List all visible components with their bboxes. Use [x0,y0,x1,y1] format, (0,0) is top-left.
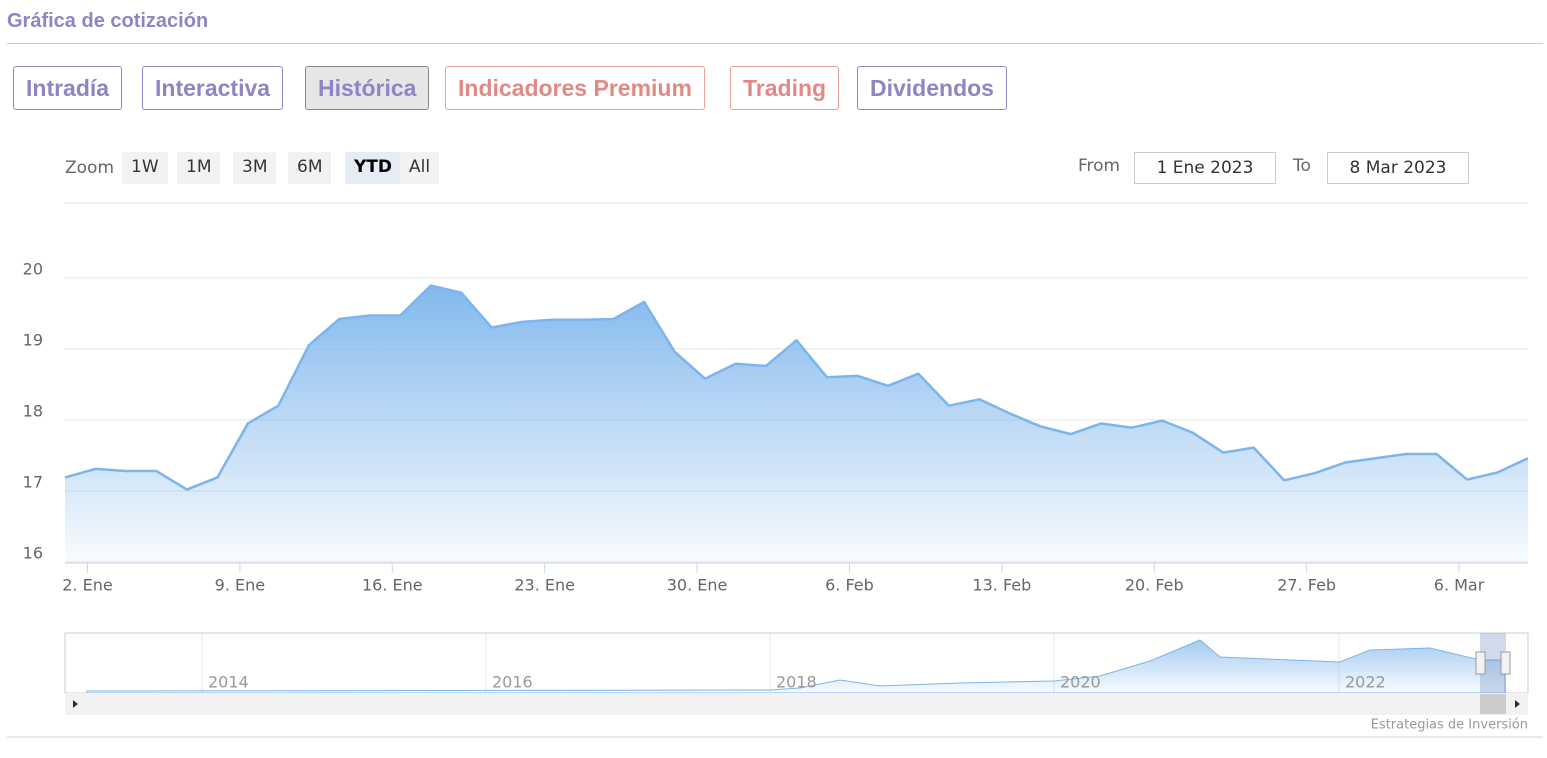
zoom-label: Zoom [65,158,115,178]
x-tick-label: 2. Ene [62,576,112,595]
y-tick-label: 18 [23,401,43,420]
y-tick-label: 20 [23,259,43,278]
tab[interactable]: Interactiva [142,66,284,110]
zoom-button[interactable]: YTD [345,152,402,184]
handle[interactable] [1500,651,1511,675]
x-tick-label: 6. Mar [1434,576,1485,595]
x-tick-label: 16. Ene [362,576,423,595]
zoom-button[interactable]: 6M [288,152,332,184]
scrollbar [65,693,1528,715]
navigator-label: 2014 [208,673,249,692]
x-tick-label: 13. Feb [972,576,1031,595]
x-tick-label: 30. Ene [667,576,728,595]
tab[interactable]: Intradía [13,66,123,110]
x-tick-label: 27. Feb [1277,576,1336,595]
y-tick-label: 19 [23,330,43,349]
tab[interactable]: Histórica [305,66,430,110]
divider [7,43,1543,44]
y-tick-label: 17 [23,472,43,491]
navigator-label: 2018 [776,673,817,692]
area [65,285,1528,562]
zoom-button[interactable]: All [400,152,440,184]
from-input[interactable]: 1 Ene 2023 [1134,152,1276,184]
handle[interactable] [1475,651,1486,675]
tab[interactable]: Dividendos [857,66,1007,110]
to-label: To [1293,156,1311,176]
navigator-label: 2020 [1060,673,1101,692]
zoom-button[interactable]: 1M [177,152,221,184]
x-tick-label: 23. Ene [514,576,575,595]
navigator-label: 2022 [1345,673,1386,692]
x-tick-label: 6. Feb [825,576,874,595]
zoom-button[interactable]: 3M [233,152,277,184]
scrollbar-thumb[interactable] [1480,694,1506,714]
navigator-label: 2016 [492,673,533,692]
to-input[interactable]: 8 Mar 2023 [1327,152,1469,184]
x-tick-label: 20. Feb [1125,576,1184,595]
tab[interactable]: Indicadores Premium [445,66,705,110]
x-tick-label: 9. Ene [215,576,265,595]
zoom-button[interactable]: 1W [122,152,168,184]
y-tick-label: 16 [23,544,43,563]
credit: Estrategias de Inversión [1371,718,1528,733]
line [64,284,1529,491]
header-title: Gráfica de cotización [7,10,209,32]
tab[interactable]: Trading [730,66,840,110]
from-label: From [1078,156,1121,176]
